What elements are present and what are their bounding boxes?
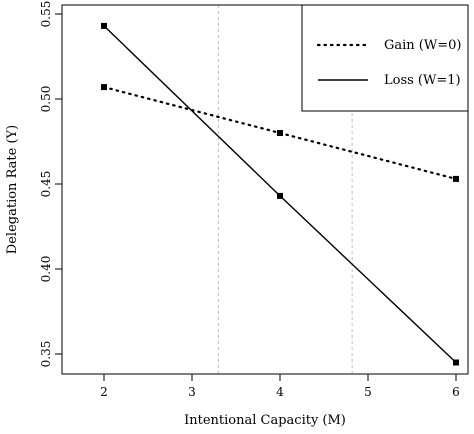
legend-label-2: Loss (W=1) xyxy=(384,73,461,88)
legend-label-1: Gain (W=0) xyxy=(384,38,461,53)
plot-frame xyxy=(61,4,469,375)
x-tick-label-3: 4 xyxy=(276,385,284,399)
axes: 2 3 4 5 6 0.35 0.40 0.45 0.50 0.55 xyxy=(39,1,469,399)
data-point-s1-1 xyxy=(101,84,107,91)
legend-box xyxy=(301,4,469,112)
x-tick-label-2: 3 xyxy=(188,385,196,399)
series-layer xyxy=(101,22,459,366)
y-tick-label-2: 0.40 xyxy=(39,256,53,283)
y-tick-label-1: 0.35 xyxy=(39,341,53,368)
data-point-s2-1 xyxy=(101,22,107,29)
data-point-s1-3 xyxy=(453,175,459,182)
x-tick-label-5: 6 xyxy=(452,385,460,399)
data-point-s1-2 xyxy=(277,130,283,136)
y-tick-label-3: 0.45 xyxy=(39,171,53,198)
y-tick-label-4: 0.50 xyxy=(39,86,53,113)
legend: Gain (W=0) Loss (W=1) xyxy=(301,4,469,112)
x-tick-label-4: 5 xyxy=(364,385,372,399)
data-point-s2-2 xyxy=(277,192,283,199)
x-axis-title: Intentional Capacity (M) xyxy=(184,413,346,428)
x-tick-label-1: 2 xyxy=(100,385,108,399)
data-point-s2-3 xyxy=(453,359,459,366)
y-axis-title: Delegation Rate (Y) xyxy=(5,125,20,254)
y-tick-label-5: 0.55 xyxy=(39,1,53,28)
